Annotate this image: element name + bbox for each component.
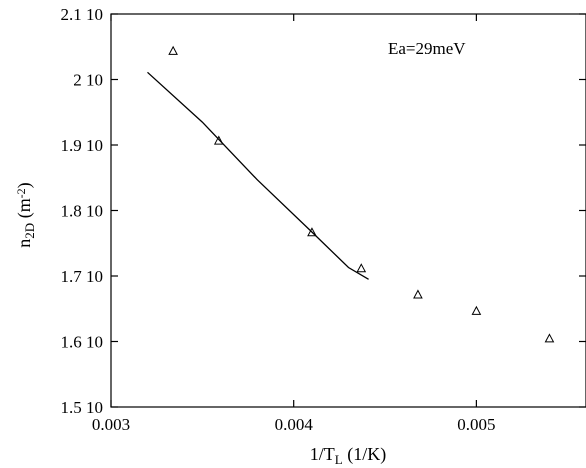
y-tick-label: 2 10 (73, 71, 103, 90)
x-tick-label: 0.003 (92, 415, 130, 434)
data-point-triangle (168, 45, 178, 55)
y-tick-label: 1.9 10 (61, 136, 104, 155)
x-axis-ticks: 0.003 0.004 0.005 (92, 14, 496, 434)
data-marks (147, 45, 555, 343)
y-axis-label: n2D (m-2) (14, 182, 37, 247)
x-axis-label: 1/TL (1/K) (310, 444, 386, 467)
data-point-triangle (471, 305, 482, 315)
y-tick-label: 1.8 10 (61, 202, 104, 221)
y-tick-label: 1.7 10 (61, 267, 104, 286)
data-point-triangle (213, 135, 224, 145)
y-tick-label: 1.6 10 (61, 333, 104, 352)
y-tick-label: 2.1 10 (61, 5, 104, 24)
y-tick-label: 1.5 10 (61, 398, 104, 417)
x-tick-label: 0.004 (275, 415, 314, 434)
annotation-ea: Ea=29meV (388, 39, 466, 58)
data-point-triangle (544, 333, 555, 343)
data-point-triangle (307, 227, 317, 237)
x-tick-label: 0.005 (457, 415, 495, 434)
y-axis-ticks: 1.5 10 1.6 10 1.7 10 1.8 10 1.9 10 2 10 2.1 10 (61, 5, 586, 417)
plot-frame (110, 13, 586, 408)
data-point-triangle (413, 289, 423, 299)
data-point-triangle (356, 263, 367, 273)
fit-line (147, 71, 369, 280)
